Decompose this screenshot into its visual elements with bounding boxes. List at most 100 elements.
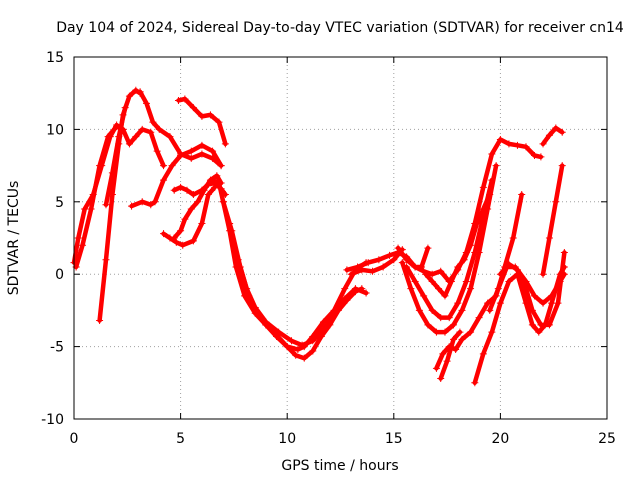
data-point	[471, 248, 479, 256]
data-point	[104, 133, 112, 141]
data-point	[454, 263, 462, 271]
data-point	[221, 140, 229, 148]
data-point	[528, 306, 536, 314]
y-tick-label: 0	[55, 267, 64, 283]
plot-frame	[73, 56, 608, 420]
data-point	[177, 150, 185, 158]
data-point	[505, 140, 513, 148]
grid	[74, 57, 607, 419]
data-point	[319, 325, 327, 333]
data-point	[411, 263, 419, 271]
data-point	[194, 198, 202, 206]
data-point	[432, 364, 440, 372]
data-point	[170, 186, 178, 194]
series-18	[403, 176, 496, 322]
data-point	[505, 277, 513, 285]
data-point	[424, 244, 432, 252]
data-point	[187, 147, 195, 155]
data-point	[251, 304, 259, 312]
data-series	[70, 86, 568, 387]
data-point	[142, 99, 150, 107]
series-track	[438, 329, 463, 381]
data-point	[234, 256, 242, 264]
data-point	[87, 205, 95, 213]
data-point	[294, 345, 302, 353]
data-point	[343, 266, 351, 274]
data-point	[531, 151, 539, 159]
data-point	[479, 350, 487, 358]
series-track	[227, 221, 369, 348]
axis-ticks: 0 5 10 15 20 25 -10 -5 0 5 10 15	[41, 50, 616, 447]
x-tick-label: 5	[176, 431, 185, 447]
data-point	[209, 176, 217, 184]
data-point	[531, 292, 539, 300]
series-26	[539, 124, 566, 148]
data-point	[437, 267, 445, 275]
data-point	[204, 180, 212, 188]
data-point	[458, 306, 466, 314]
data-point	[539, 140, 547, 148]
y-tick-label: 5	[55, 195, 64, 211]
data-point	[74, 234, 82, 242]
data-point	[535, 328, 543, 336]
data-point	[449, 321, 457, 329]
data-point	[149, 118, 157, 126]
data-point	[347, 270, 355, 278]
data-point	[351, 285, 359, 293]
data-point	[441, 328, 449, 336]
data-point	[136, 88, 144, 96]
data-point	[445, 314, 453, 322]
series-10	[174, 95, 229, 148]
data-point	[428, 270, 436, 278]
data-point	[496, 136, 504, 144]
data-point	[441, 292, 449, 300]
data-point	[522, 277, 530, 285]
series-11	[209, 176, 370, 353]
data-point	[198, 150, 206, 158]
data-point	[407, 285, 415, 293]
data-point	[198, 141, 206, 149]
data-point	[467, 285, 475, 293]
data-point	[552, 198, 560, 206]
data-point	[283, 343, 291, 351]
data-point	[138, 125, 146, 133]
data-point	[420, 292, 428, 300]
data-point	[177, 183, 185, 191]
data-point	[475, 314, 483, 322]
data-point	[189, 237, 197, 245]
data-point	[449, 335, 457, 343]
data-point	[467, 328, 475, 336]
series-21	[437, 328, 464, 382]
data-point	[292, 351, 300, 359]
data-point	[341, 295, 349, 303]
data-point	[488, 150, 496, 158]
data-point	[452, 345, 460, 353]
data-point	[458, 335, 466, 343]
data-point	[554, 299, 562, 307]
data-point	[398, 259, 406, 267]
data-point	[379, 263, 387, 271]
x-tick-label: 15	[385, 431, 403, 447]
data-point	[537, 321, 545, 329]
data-point	[168, 162, 176, 170]
data-point	[439, 350, 447, 358]
x-tick-label: 20	[491, 431, 509, 447]
series-4	[102, 104, 129, 209]
series-track	[540, 125, 565, 147]
data-point	[364, 259, 372, 267]
series-24	[496, 260, 568, 307]
data-point	[96, 317, 104, 325]
data-point	[509, 234, 517, 242]
data-point	[539, 299, 547, 307]
data-point	[155, 125, 163, 133]
data-point	[189, 104, 197, 112]
data-point	[545, 131, 553, 139]
data-point	[548, 292, 556, 300]
data-point	[496, 299, 504, 307]
data-point	[121, 104, 129, 112]
data-point	[443, 357, 451, 365]
series-15	[347, 246, 406, 278]
series-6	[136, 88, 225, 170]
data-point	[128, 202, 136, 210]
data-point	[548, 299, 556, 307]
